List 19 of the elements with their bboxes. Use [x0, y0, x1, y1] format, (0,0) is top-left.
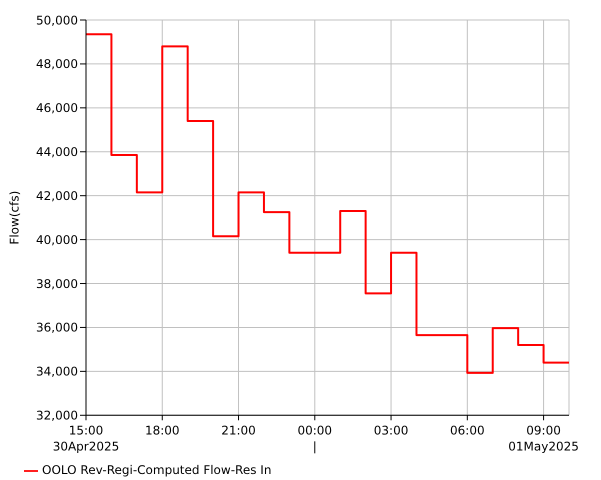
y-tick-label: 36,000 [36, 320, 78, 335]
y-tick-label: 44,000 [36, 145, 78, 160]
y-axis-title: Flow(cfs) [7, 190, 22, 245]
x-tick-label: 00:00 | [297, 423, 332, 454]
x-tick-label: 15:00 30Apr2025 [52, 423, 120, 454]
x-tick-label: 03:00 [374, 423, 408, 438]
x-tick-label: 09:00 01May2025 [508, 423, 579, 454]
y-tick-label: 48,000 [36, 57, 78, 72]
y-tick-label: 42,000 [36, 188, 78, 203]
x-tick-label: 21:00 [221, 423, 256, 438]
y-tick-label: 38,000 [36, 276, 78, 291]
y-tick-label: 46,000 [36, 101, 78, 116]
x-tick-label: 06:00 [450, 423, 485, 438]
y-tick-label: 34,000 [36, 364, 78, 379]
legend-label: OOLO Rev-Regi-Computed Flow-Res In [42, 463, 272, 478]
y-tick-label: 50,000 [36, 13, 78, 28]
y-tick-label: 32,000 [36, 408, 78, 423]
y-tick-label: 40,000 [36, 232, 78, 247]
x-tick-label: 18:00 [144, 423, 180, 438]
